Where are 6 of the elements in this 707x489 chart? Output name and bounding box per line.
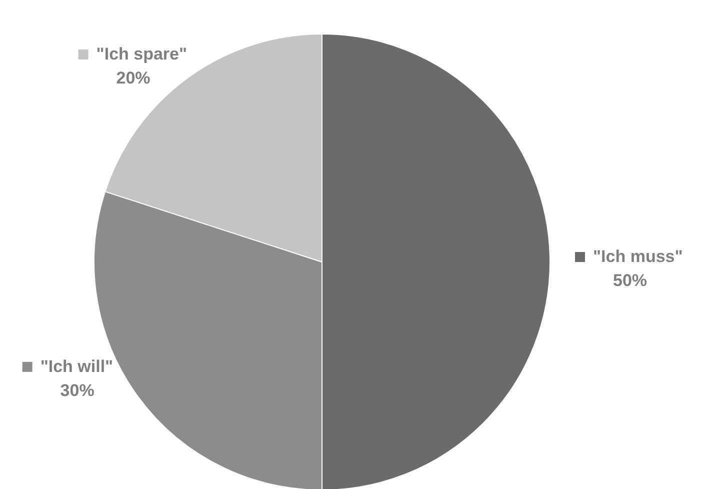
legend-label: "Ich muss"	[593, 247, 683, 266]
data-label: 30%	[60, 380, 94, 400]
data-label: 50%	[612, 271, 648, 290]
data-label: 20%	[116, 68, 150, 88]
legend-label: "Ich spare"	[96, 44, 188, 64]
legend-label: "Ich will"	[40, 356, 114, 376]
